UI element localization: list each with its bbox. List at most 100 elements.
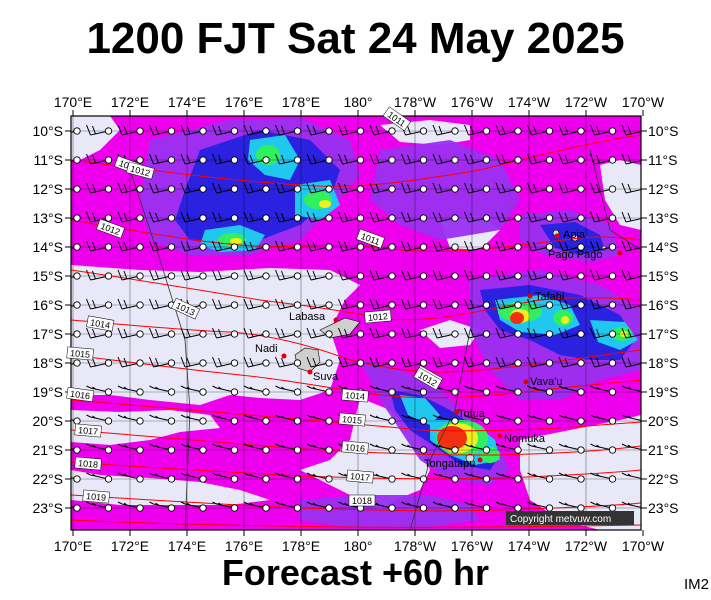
wind-barb <box>149 269 176 281</box>
wind-barb <box>212 211 239 223</box>
wind-barb <box>338 240 365 252</box>
wind-barb <box>432 298 459 310</box>
svg-text:1014: 1014 <box>89 317 110 330</box>
wind-barb <box>306 269 333 281</box>
wind-barb <box>275 182 302 194</box>
wind-barb <box>558 240 585 252</box>
wind-barb <box>432 501 459 512</box>
wind-barb <box>243 153 270 165</box>
wind-barb <box>212 356 239 368</box>
wind-barb <box>71 185 81 193</box>
wind-barb <box>86 443 113 454</box>
svg-text:1016: 1016 <box>70 389 91 402</box>
wind-barb <box>527 443 554 454</box>
longitude-label-bottom: 178°W <box>394 538 437 554</box>
longitude-label-top: 178°W <box>394 94 437 110</box>
wind-barb <box>527 240 554 252</box>
wind-barb <box>527 124 554 136</box>
wind-barb <box>401 414 428 425</box>
latitude-label-right: 11°S <box>648 152 677 168</box>
wind-barb <box>180 240 207 252</box>
wind-barb <box>149 327 176 339</box>
wind-barb <box>306 385 333 396</box>
wind-barb <box>212 472 239 483</box>
longitude-labels-bottom: 170°E 172°E 174°E 176°E 178°E 180° 178°W 176°W 1… <box>54 538 665 554</box>
wind-barb <box>306 153 333 165</box>
wind-barb <box>275 356 302 368</box>
longitude-label-top: 176°W <box>451 94 494 110</box>
longitude-label-top: 180° <box>344 94 373 110</box>
wind-barb <box>338 298 365 310</box>
wind-barb <box>495 356 522 368</box>
wind-barb <box>306 240 333 252</box>
wind-barb <box>86 472 113 483</box>
place-label-apia: Apia <box>563 229 586 241</box>
wind-barb <box>243 298 270 310</box>
wind-barb <box>117 443 144 454</box>
latitude-label-left: 18°S <box>32 355 63 371</box>
wind-barb <box>432 240 459 252</box>
isobar-label: 1014 <box>341 388 369 403</box>
longitude-label-bottom: 174°E <box>168 538 206 554</box>
place-marker-suva <box>307 369 313 375</box>
longitude-label-top: 176°E <box>225 94 263 110</box>
wind-barb <box>527 269 554 281</box>
longitude-labels-top: 170°E 172°E 174°E 176°E 178°E 180° 178°W 176°W 1… <box>54 94 665 110</box>
wind-barb <box>338 269 365 281</box>
wind-barb <box>180 356 207 368</box>
place-marker-nomuka <box>497 433 503 439</box>
wind-barb <box>117 211 144 223</box>
wind-barb <box>590 385 617 396</box>
wind-barb <box>275 414 302 425</box>
wind-barb <box>401 472 428 483</box>
latitude-label-left: 16°S <box>32 297 63 313</box>
wind-barb <box>464 472 491 483</box>
wind-barb <box>338 356 365 368</box>
wind-barb <box>149 472 176 483</box>
longitude-label-bottom: 170°E <box>54 538 92 554</box>
wind-barb <box>464 240 491 252</box>
isobars <box>71 134 641 528</box>
wind-barb <box>71 446 81 454</box>
wind-barb <box>149 385 176 396</box>
wind-barb <box>464 269 491 281</box>
longitude-label-bottom: 174°W <box>508 538 551 554</box>
wind-barb <box>464 414 491 425</box>
place-marker-tofua <box>454 409 460 415</box>
wind-barb <box>464 182 491 194</box>
place-label-tafahi: Tafahi <box>535 291 564 303</box>
isobar-label: 1019 <box>82 489 110 504</box>
longitude-label-top: 174°E <box>168 94 206 110</box>
wind-barb <box>117 124 144 136</box>
wind-barb <box>527 356 554 368</box>
wind-barb <box>306 124 333 136</box>
latitude-label-right: 16°S <box>648 297 679 313</box>
place-label-nomuka: Nomuka <box>504 433 546 445</box>
latitude-label-right: 21°S <box>648 442 679 458</box>
wind-barb <box>558 269 585 281</box>
wind-barb <box>401 269 428 281</box>
latitude-label-right: 23°S <box>648 500 679 516</box>
place-label-vavau: Vava'u <box>530 376 562 388</box>
wind-barb <box>369 153 396 165</box>
wind-barb <box>369 356 396 368</box>
place-marker-labasa <box>333 317 339 323</box>
latitude-label-right: 15°S <box>648 268 679 284</box>
wind-barb <box>117 385 144 396</box>
wind-barb <box>149 124 176 136</box>
wind-barb <box>117 269 144 281</box>
wind-barb <box>212 153 239 165</box>
wind-barb <box>149 240 176 252</box>
wind-barb <box>243 124 270 136</box>
wind-barb <box>495 182 522 194</box>
wind-barb <box>495 472 522 483</box>
wind-barb <box>338 327 365 339</box>
wind-barb <box>180 269 207 281</box>
isobar-label: 1016 <box>66 386 95 403</box>
latitude-label-left: 12°S <box>32 181 63 197</box>
wind-barb <box>117 240 144 252</box>
rain-red <box>437 312 524 450</box>
wind-barb <box>495 443 522 454</box>
wind-barb <box>212 124 239 136</box>
wind-barb <box>495 124 522 136</box>
